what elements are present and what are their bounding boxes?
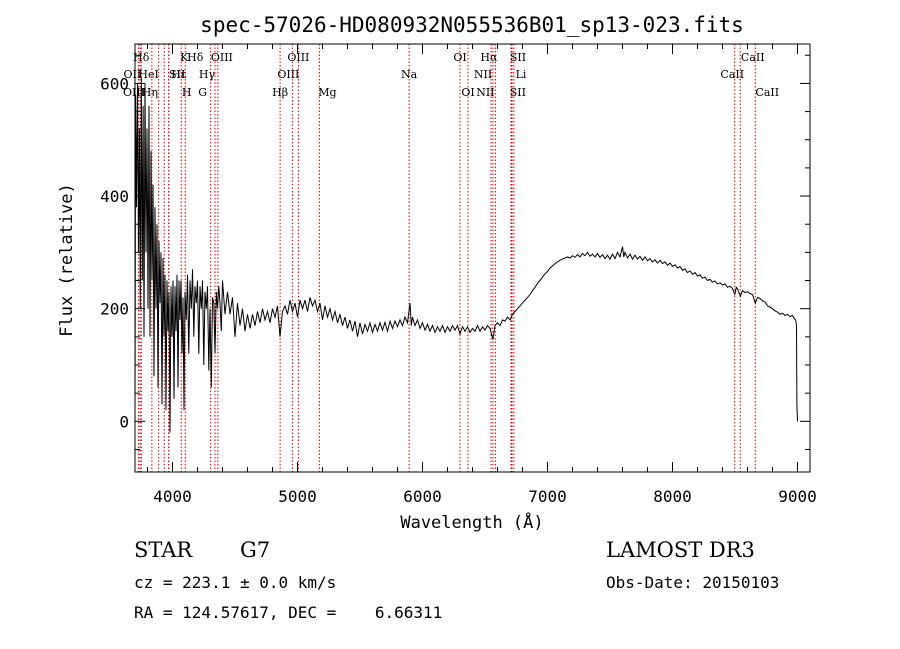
line-label-27: CaII <box>720 68 744 81</box>
line-label-15: OIII <box>277 68 299 81</box>
line-label-13: Hβ <box>272 86 288 99</box>
object-subclass: G7 <box>240 538 271 562</box>
y-tick-label-1: 200 <box>100 300 129 319</box>
survey-name: LAMOST DR3 <box>606 538 755 562</box>
line-label-10: OIII <box>211 51 233 64</box>
line-label-16: Mg <box>318 86 336 99</box>
flux-line <box>134 77 798 433</box>
line-label-5: Hε <box>171 68 187 81</box>
line-label-23: SII <box>510 51 526 64</box>
line-label-18: OI <box>453 51 466 64</box>
x-tick-label-3: 7000 <box>528 487 567 506</box>
line-label-6: Hη <box>142 86 158 99</box>
line-label-19: OI <box>461 86 474 99</box>
flux-series <box>134 77 798 433</box>
line-label-12: G <box>198 86 207 99</box>
x-tick-label-0: 4000 <box>153 487 192 506</box>
tick-labels: 4000 5000 6000 7000 8000 9000 0 200 400 600 <box>100 74 817 506</box>
x-tick-label-2: 6000 <box>403 487 442 506</box>
chart-title: spec-57026-HD080932N055536B01_sp13-023.f… <box>200 13 744 37</box>
line-label-0: Hδ <box>133 51 150 64</box>
line-label-20: NII <box>474 68 492 81</box>
line-label-17: Na <box>401 68 418 81</box>
line-label-26: CaII <box>741 51 765 64</box>
line-label-24: SII <box>510 86 526 99</box>
y-axis-label: Flux (relative) <box>57 183 77 337</box>
line-label-9: Hδ <box>187 51 204 64</box>
y-tick-label-2: 400 <box>100 187 129 206</box>
redshift-text: cz = 223.1 ± 0.0 km/s <box>134 573 337 592</box>
line-label-21: Hα <box>480 51 498 64</box>
line-label-4: H <box>182 86 192 99</box>
obs-date: Obs-Date: 20150103 <box>606 573 780 592</box>
object-class: STAR <box>134 538 193 562</box>
x-tick-label-5: 9000 <box>778 487 817 506</box>
line-label-3: K <box>180 51 189 64</box>
line-label-7: HeI <box>138 68 158 81</box>
y-tick-label-3: 600 <box>100 74 129 93</box>
x-axis-label: Wavelength (Å) <box>400 511 543 533</box>
line-label-2: OIII <box>123 86 145 99</box>
coordinates: RA = 124.57617, DEC = 6.66311 <box>134 603 443 622</box>
line-label-8: SII <box>169 68 185 81</box>
line-label-25: Li <box>516 68 527 81</box>
line-label-28: CaII <box>755 86 779 99</box>
line-label-1: OII <box>124 68 142 81</box>
x-tick-label-4: 8000 <box>653 487 692 506</box>
x-tick-label-1: 5000 <box>278 487 317 506</box>
line-label-14: OIII <box>287 51 309 64</box>
line-label-11: Hγ <box>199 68 216 81</box>
plot-frame <box>134 43 811 473</box>
axis-ticks <box>135 44 810 472</box>
line-label-22: NII <box>476 86 494 99</box>
y-tick-label-0: 0 <box>119 412 129 431</box>
spectral-line-markers <box>137 44 756 472</box>
